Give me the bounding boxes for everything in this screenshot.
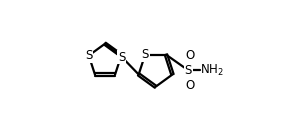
Text: O: O — [186, 49, 195, 62]
Text: S: S — [85, 49, 93, 62]
Text: S: S — [118, 51, 126, 64]
Text: O: O — [186, 79, 195, 92]
Text: S: S — [185, 64, 192, 77]
Text: S: S — [141, 48, 149, 61]
Text: NH$_2$: NH$_2$ — [200, 63, 224, 78]
